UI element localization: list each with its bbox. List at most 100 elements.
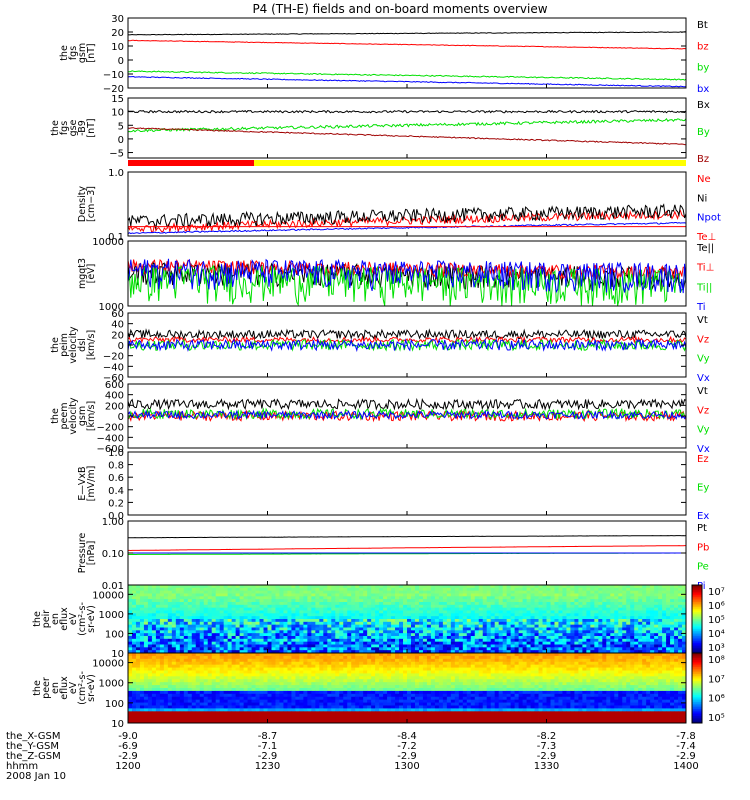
time-axis-value: 1200 [115, 761, 140, 772]
y-tick-label: 30 [111, 14, 124, 25]
plot-title: P4 (TH-E) fields and on-board moments ov… [252, 2, 547, 16]
time-axis-value: 1230 [255, 761, 280, 772]
panels: Btbzbybx3020100−10−20thefgsgsm[nT]BxByBz… [32, 14, 725, 730]
time-axis-value: 1330 [534, 761, 559, 772]
legend-label: Vx [697, 373, 710, 384]
y-tick-label: 0.8 [108, 461, 124, 472]
y-axis-label: the [50, 337, 61, 353]
series-line-Npot [127, 221, 687, 235]
y-axis-label: peem [59, 403, 70, 430]
colorbar-tick-label: 10⁷ [708, 587, 725, 598]
legend-label: Ez [697, 454, 709, 465]
series-line-Vx [127, 337, 687, 353]
y-tick-label: 40 [111, 320, 124, 331]
legend-label: Ne [697, 174, 711, 185]
y-tick-label: 20 [111, 330, 124, 341]
y-axis-label: [nPa] [86, 541, 97, 566]
legend-label: Pe [697, 562, 709, 573]
y-tick-label: 1.00 [102, 517, 124, 528]
y-tick-label: −20 [103, 352, 124, 363]
y-axis-label: E—VxB [77, 466, 88, 500]
y-axis-label: velocity [68, 397, 79, 435]
y-axis-label: [nT] [86, 43, 97, 62]
time-axis-value: -8.4 [397, 731, 417, 742]
y-tick-label: −60 [103, 373, 124, 384]
series-line-Bt [127, 31, 686, 36]
legend-label: Pt [697, 523, 707, 534]
y-axis-label: sr-eV) [86, 674, 97, 702]
y-axis-label: [nT] [86, 118, 97, 137]
legend-label: Vt [697, 386, 708, 397]
time-axis-value: -2.9 [118, 751, 138, 762]
time-axis-value: -7.4 [676, 741, 696, 752]
colorbar-tick-label: 10⁷ [708, 674, 725, 685]
legend-label: Bx [697, 100, 710, 111]
legend-label: Ti⊥ [696, 263, 714, 274]
y-tick-label: 5 [118, 121, 124, 132]
y-tick-label: 0 [118, 341, 124, 352]
time-axis-value: -8.2 [537, 731, 557, 742]
series-line-Bz [127, 127, 687, 146]
time-axis-row-label: the_Z-GSM [6, 751, 61, 762]
y-axis-label: eV [68, 681, 79, 694]
time-axis-value: -7.3 [537, 741, 557, 752]
y-tick-label: 10 [111, 108, 124, 119]
y-tick-label: 15 [111, 94, 124, 105]
series-line-Vz [127, 335, 687, 344]
status-bar-yellow [254, 160, 686, 166]
y-axis-label: (cm²-s- [77, 671, 88, 705]
series-line-Vt [127, 397, 687, 411]
y-tick-label: 1.0 [108, 448, 124, 459]
legend-label: Vx [697, 444, 710, 455]
y-axis-label: the [50, 120, 61, 136]
y-axis-label: -B9 [77, 120, 88, 136]
legend-label: Npot [697, 213, 721, 224]
y-axis-label: fgs [59, 121, 70, 135]
colorbar-tick-label: 10⁵ [708, 713, 725, 724]
y-axis-label: peer [41, 677, 52, 699]
y-axis-label: Pressure [77, 533, 88, 574]
panel-10: 10⁸ 10⁷ 10⁶ 10⁵ 10000 1000 100 10 thepeereneflux… [32, 652, 725, 730]
y-tick-label: 0.0 [108, 511, 124, 522]
y-axis-label: Density [77, 186, 88, 222]
time-axis-row-label: the_Y-GSM [6, 741, 59, 752]
legend-label: Vz [697, 405, 709, 416]
series-line-Pt [128, 535, 687, 539]
legend-label: Vt [697, 315, 708, 326]
series-line-Pb [128, 545, 686, 552]
y-tick-label: 1.0 [108, 168, 124, 179]
y-tick-label: 0 [118, 56, 124, 67]
legend-label: Te⊥ [696, 232, 716, 243]
panel-frame [127, 97, 687, 159]
y-tick-label: 10 [111, 719, 124, 730]
legend-label: Ti [696, 302, 706, 313]
y-tick-label: −10 [103, 70, 124, 81]
y-tick-label: 10000 [92, 590, 124, 601]
legend-label: Ey [697, 483, 709, 494]
series-line-Ti [127, 258, 687, 294]
series-line-Vt [127, 328, 687, 341]
y-tick-label: −20 [103, 84, 124, 95]
legend-label: By [697, 127, 710, 138]
colorbar-tick-label: 10³ [708, 643, 725, 654]
time-axis-value: -2.9 [258, 751, 278, 762]
y-tick-label: 1000 [99, 610, 124, 621]
series-line-Vx [127, 409, 687, 421]
time-axis-value: -7.1 [258, 741, 278, 752]
series-line-bz [127, 39, 687, 50]
series-line-bx [127, 75, 687, 88]
y-axis-label: gsm [77, 406, 88, 426]
colorbar-tick-label: 10⁶ [708, 601, 725, 612]
y-tick-label: 60 [111, 309, 124, 320]
status-bar-red [128, 160, 254, 166]
y-axis-label: fgs [68, 46, 79, 60]
y-tick-label: 0.01 [102, 581, 124, 592]
y-tick-label: −40 [103, 362, 124, 373]
y-axis-label: (cm²-s- [77, 602, 88, 636]
time-axis-row-label: hhmm [6, 761, 38, 772]
y-tick-label: 0 [118, 412, 124, 423]
